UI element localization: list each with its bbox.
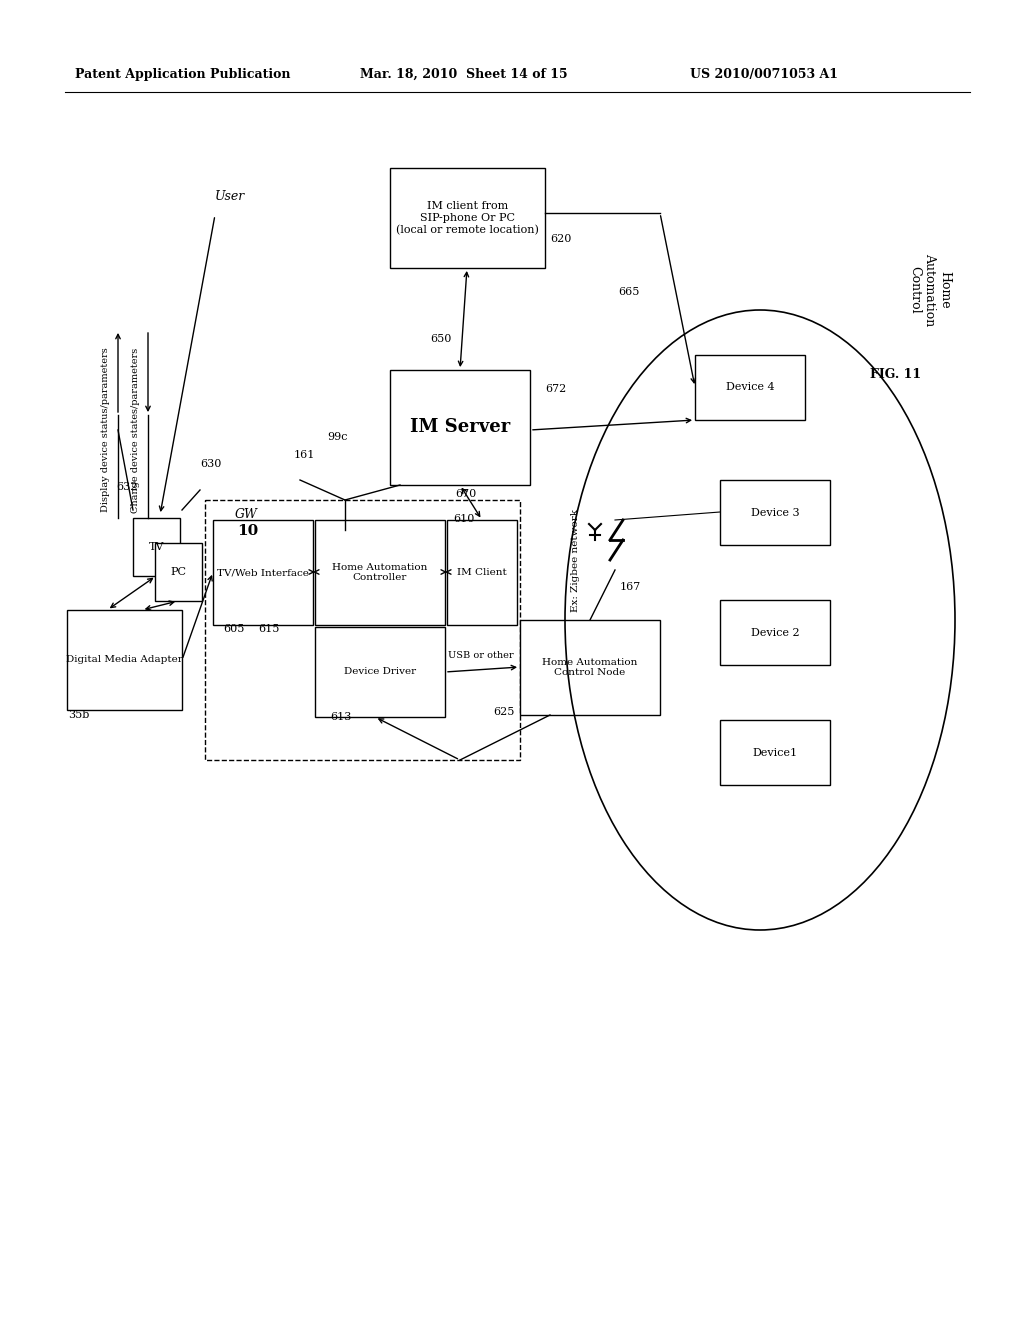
Text: 672: 672 xyxy=(545,384,566,393)
Bar xyxy=(213,520,313,624)
Text: Change device states/parameters: Change device states/parameters xyxy=(130,347,139,512)
Text: Mar. 18, 2010  Sheet 14 of 15: Mar. 18, 2010 Sheet 14 of 15 xyxy=(360,69,567,81)
Bar xyxy=(390,370,530,484)
Bar xyxy=(155,543,202,601)
Bar xyxy=(720,480,830,545)
Text: 670: 670 xyxy=(455,488,476,499)
Text: 167: 167 xyxy=(620,582,641,591)
Text: 35b: 35b xyxy=(68,710,89,719)
Text: GW: GW xyxy=(234,508,258,521)
Text: USB or other: USB or other xyxy=(449,651,514,660)
Text: 620: 620 xyxy=(550,234,571,244)
Bar xyxy=(520,620,660,715)
Text: Device 2: Device 2 xyxy=(751,627,800,638)
Text: 10: 10 xyxy=(237,524,258,539)
Text: FIG. 11: FIG. 11 xyxy=(870,368,922,381)
Text: 650: 650 xyxy=(430,334,452,345)
Text: User: User xyxy=(215,190,245,203)
Bar xyxy=(67,610,182,710)
Text: TV: TV xyxy=(148,543,164,552)
Text: 161: 161 xyxy=(294,450,315,459)
Text: Display device status/parameters: Display device status/parameters xyxy=(100,347,110,512)
Text: 615: 615 xyxy=(258,624,280,634)
Text: Device 4: Device 4 xyxy=(726,383,774,392)
Text: US 2010/0071053 A1: US 2010/0071053 A1 xyxy=(690,69,838,81)
Text: 99c: 99c xyxy=(327,432,347,442)
Bar xyxy=(133,517,180,576)
Text: 632: 632 xyxy=(116,482,137,492)
Text: Digital Media Adapter: Digital Media Adapter xyxy=(67,656,183,664)
Bar xyxy=(205,500,520,760)
Bar xyxy=(315,627,445,717)
Text: Home
Automation
Control: Home Automation Control xyxy=(908,253,951,326)
Text: 610: 610 xyxy=(453,513,474,524)
Text: Device Driver: Device Driver xyxy=(344,668,416,676)
Bar xyxy=(315,520,445,624)
Text: Home Automation
Controller: Home Automation Controller xyxy=(333,562,428,582)
Bar xyxy=(695,355,805,420)
Text: 613: 613 xyxy=(330,711,351,722)
Text: 665: 665 xyxy=(618,286,639,297)
Text: 625: 625 xyxy=(493,708,514,717)
Text: 630: 630 xyxy=(200,459,221,469)
Text: Ex: Zigbee network: Ex: Zigbee network xyxy=(571,508,581,611)
Text: IM Server: IM Server xyxy=(410,418,510,437)
Text: IM client from
SIP-phone Or PC
(local or remote location): IM client from SIP-phone Or PC (local or… xyxy=(396,201,539,235)
Bar xyxy=(720,601,830,665)
Text: 605: 605 xyxy=(223,624,245,634)
Text: TV/Web Interface: TV/Web Interface xyxy=(217,568,309,577)
Bar xyxy=(720,719,830,785)
Text: Patent Application Publication: Patent Application Publication xyxy=(75,69,291,81)
Text: Home Automation
Control Node: Home Automation Control Node xyxy=(543,657,638,677)
Text: Device 3: Device 3 xyxy=(751,507,800,517)
Text: IM Client: IM Client xyxy=(457,568,507,577)
Text: Device1: Device1 xyxy=(753,747,798,758)
Bar xyxy=(390,168,545,268)
Text: PC: PC xyxy=(171,568,186,577)
Bar xyxy=(447,520,517,624)
